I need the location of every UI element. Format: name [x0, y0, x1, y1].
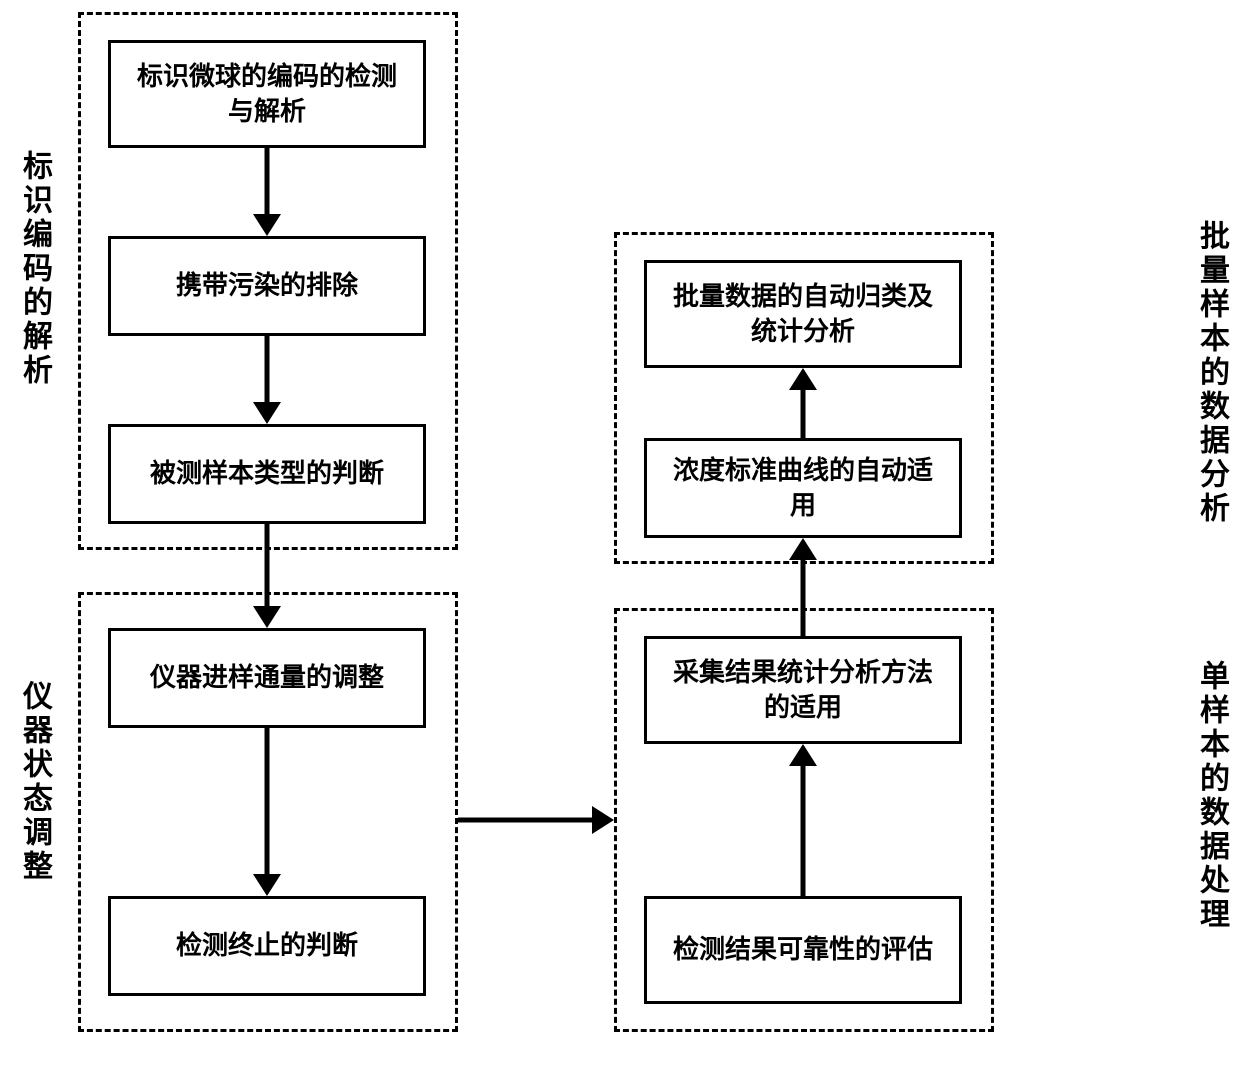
label-group-1: 标识编码的解析	[18, 150, 51, 388]
box-termination-judge: 检测终止的判断	[108, 896, 426, 996]
label-group-2: 仪器状态调整	[18, 680, 51, 884]
box-throughput-adjust: 仪器进样通量的调整	[108, 628, 426, 728]
label-group-3: 批量样本的数据分析	[1195, 220, 1228, 526]
box-result-reliability: 检测结果可靠性的评估	[644, 896, 962, 1004]
box-encoding-detection: 标识微球的编码的检测与解析	[108, 40, 426, 148]
box-collection-stats: 采集结果统计分析方法的适用	[644, 636, 962, 744]
box-batch-auto-classify: 批量数据的自动归类及统计分析	[644, 260, 962, 368]
box-concentration-curve: 浓度标准曲线的自动适用	[644, 438, 962, 538]
box-contamination-exclude: 携带污染的排除	[108, 236, 426, 336]
label-group-4: 单样本的数据处理	[1195, 660, 1228, 932]
box-sample-type-judge: 被测样本类型的判断	[108, 424, 426, 524]
